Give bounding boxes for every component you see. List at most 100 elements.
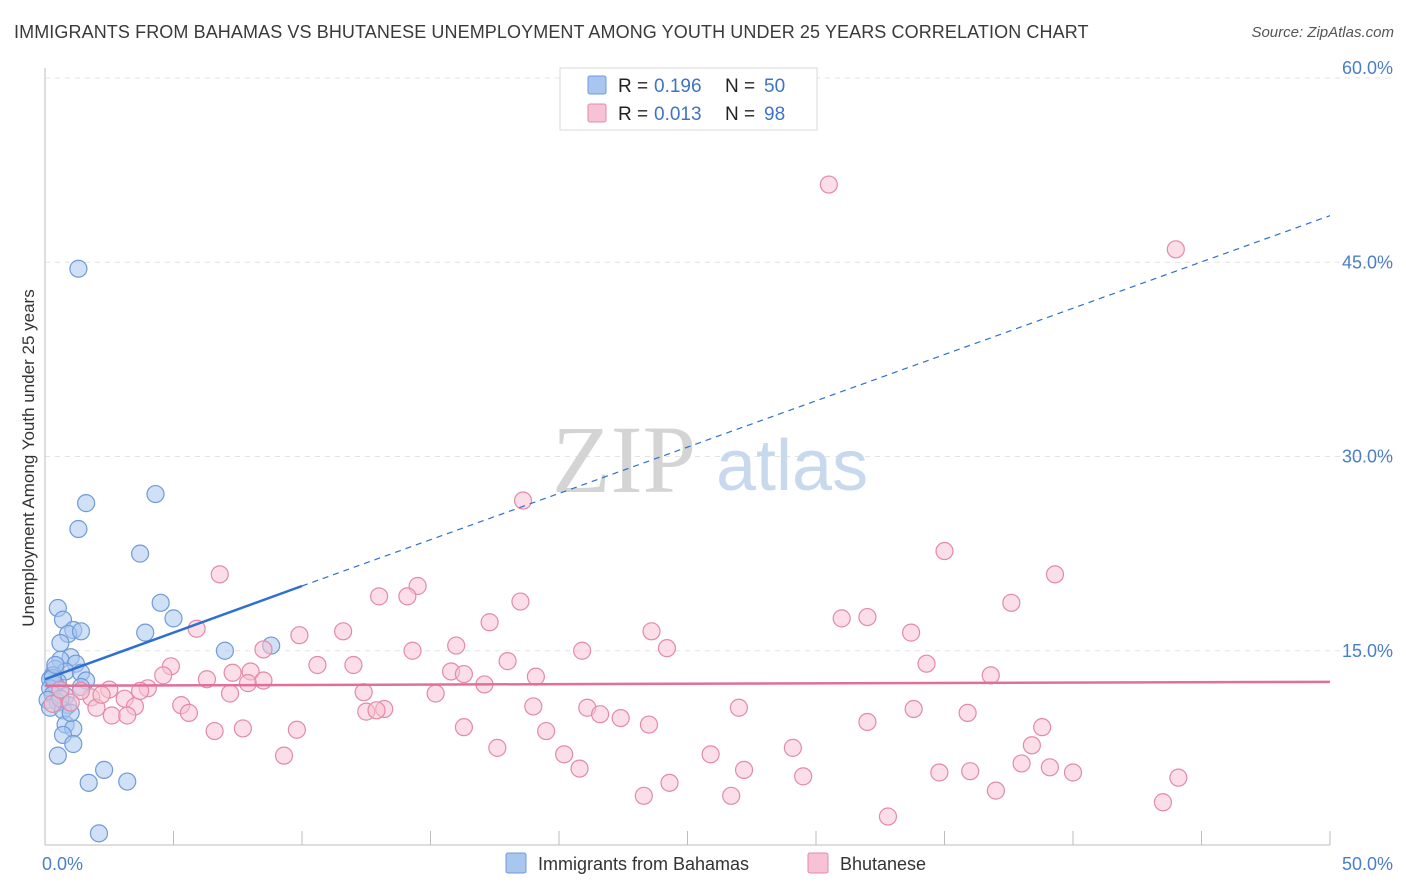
trend-line-bahamas-solid	[44, 584, 303, 681]
point-bahamas	[69, 519, 88, 539]
point-bhutanese	[832, 609, 851, 628]
point-bhutanese	[794, 767, 813, 786]
point-bhutanese	[1002, 593, 1021, 612]
watermark-zip: ZIP	[552, 406, 696, 513]
point-bhutanese	[1045, 565, 1065, 584]
point-bhutanese	[179, 703, 199, 723]
point-bhutanese	[354, 683, 373, 702]
stats-r-label-bhutanese: R =	[618, 104, 648, 125]
trend-line-bhutanese	[44, 680, 1331, 687]
x-tick-label: 50.0%	[1342, 854, 1393, 874]
point-bhutanese	[701, 745, 720, 764]
y-tick-label: 15.0%	[1342, 641, 1393, 661]
point-bhutanese	[334, 622, 353, 641]
point-bhutanese	[238, 674, 258, 693]
point-bhutanese	[308, 655, 327, 675]
y-tick-labels: 15.0% 30.0% 45.0% 60.0%	[1342, 58, 1393, 661]
stats-swatch-bhutanese	[587, 103, 607, 123]
point-bhutanese	[986, 781, 1006, 800]
point-bhutanese	[1033, 718, 1052, 737]
point-bhutanese	[526, 667, 545, 686]
point-bahamas	[46, 655, 65, 675]
watermark-atlas: atlas	[716, 426, 868, 506]
point-bhutanese	[210, 565, 229, 584]
stats-r-value-bhutanese: 0.013	[654, 104, 702, 125]
point-bhutanese	[154, 666, 173, 685]
trend-line-bahamas-dashed	[301, 215, 1331, 587]
point-bahamas	[51, 633, 70, 653]
point-bahamas	[164, 609, 183, 628]
stats-swatch-bahamas	[587, 75, 607, 95]
point-bahamas	[89, 824, 109, 843]
point-bhutanese	[118, 706, 137, 725]
point-bhutanese	[61, 693, 80, 712]
legend-label-bhutanese: Bhutanese	[840, 854, 926, 874]
point-bhutanese	[657, 639, 677, 658]
point-bhutanese	[917, 654, 936, 673]
x-tick-labels: 0.0% 50.0%	[42, 854, 1393, 874]
point-bhutanese	[511, 592, 530, 611]
point-bhutanese	[555, 745, 574, 764]
point-bhutanese	[254, 671, 273, 690]
point-bhutanese	[1012, 754, 1031, 773]
point-bhutanese	[1166, 240, 1185, 259]
point-bhutanese	[102, 706, 121, 725]
point-bhutanese	[729, 698, 749, 717]
point-bahamas	[95, 760, 114, 779]
point-bahamas	[77, 494, 96, 513]
point-bahamas	[71, 622, 91, 641]
y-tick-label: 45.0%	[1342, 252, 1393, 272]
series-legend: Immigrants from Bahamas Bhutanese	[505, 852, 926, 874]
point-bahamas	[146, 484, 165, 504]
point-bhutanese	[591, 705, 610, 724]
point-bhutanese	[639, 715, 659, 734]
point-bahamas	[69, 259, 88, 278]
stats-r-label-bahamas: R =	[618, 76, 648, 97]
point-bhutanese	[634, 786, 653, 805]
trend-lines	[44, 215, 1331, 687]
point-bhutanese	[92, 685, 111, 704]
point-bhutanese	[961, 762, 980, 781]
point-bahamas	[215, 641, 234, 660]
point-bhutanese	[783, 738, 802, 757]
point-bhutanese	[1169, 768, 1188, 787]
stats-n-label-bhutanese: N =	[725, 104, 755, 125]
point-bhutanese	[819, 175, 838, 194]
stats-legend: R = 0.196 N = 50 R = 0.013 N = 98	[559, 67, 818, 131]
y-tick-label: 30.0%	[1342, 447, 1393, 467]
point-bhutanese	[611, 708, 630, 728]
point-bhutanese	[642, 622, 661, 641]
point-bhutanese	[524, 697, 543, 716]
point-bhutanese	[858, 712, 877, 732]
stats-n-value-bahamas: 50	[764, 76, 785, 97]
grid-lines	[45, 77, 1395, 652]
watermark: ZIP atlas	[552, 406, 868, 513]
point-bhutanese	[1153, 793, 1173, 812]
point-bhutanese	[403, 641, 422, 660]
point-bahamas	[130, 544, 150, 563]
point-bhutanese	[488, 738, 507, 757]
point-bhutanese	[858, 607, 877, 627]
point-bhutanese	[205, 721, 224, 741]
point-bhutanese	[537, 721, 556, 741]
point-bhutanese	[233, 719, 252, 738]
point-bahamas	[118, 772, 137, 791]
point-bhutanese	[43, 694, 62, 713]
point-bhutanese	[981, 666, 1000, 685]
point-bhutanese	[370, 587, 389, 606]
point-bhutanese	[1040, 758, 1059, 777]
point-bhutanese	[904, 699, 923, 719]
point-bhutanese	[223, 663, 242, 682]
point-bhutanese	[197, 670, 217, 689]
source-label: Source: ZipAtlas.com	[1251, 24, 1394, 41]
chart-title: IMMIGRANTS FROM BAHAMAS VS BHUTANESE UNE…	[14, 22, 1089, 42]
point-bhutanese	[287, 720, 306, 739]
point-bahamas	[48, 746, 67, 765]
point-bhutanese	[513, 491, 533, 510]
point-bhutanese	[573, 641, 592, 660]
point-bahamas	[64, 734, 83, 754]
point-bhutanese	[454, 664, 474, 684]
point-bhutanese	[220, 684, 240, 703]
stats-r-value-bahamas: 0.196	[654, 76, 702, 97]
stats-n-value-bhutanese: 98	[764, 104, 785, 125]
